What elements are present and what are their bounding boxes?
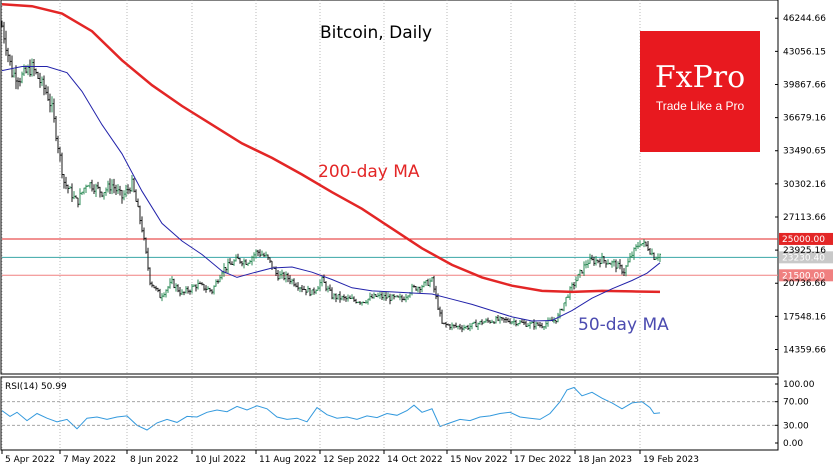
price-tick-label: 30302.16	[783, 180, 826, 190]
price-tick-label: 36679.16	[783, 114, 826, 124]
time-tick-label: 19 Feb 2023	[643, 455, 699, 465]
rsi-panel-frame	[0, 376, 779, 451]
price-tick-label: 20736.66	[783, 279, 826, 289]
price-tick-label: 27113.66	[783, 213, 826, 223]
level-tag-label: 21500.00	[782, 271, 825, 281]
logo-tagline: Trade Like a Pro	[655, 99, 745, 113]
ma50-line	[1, 66, 661, 322]
price-tick-label: 23925.16	[783, 246, 826, 256]
price-tick-label: 33490.65	[783, 147, 826, 157]
price-tick-label: 46244.66	[783, 14, 826, 24]
chart-title: Bitcoin, Daily	[320, 23, 432, 43]
rsi-label: RSI(14) 50.99	[5, 382, 67, 392]
level-tag-label: 25000.00	[782, 235, 825, 245]
price-tick-label: 17548.16	[783, 312, 826, 322]
time-tick-label: 18 Jan 2023	[578, 455, 632, 465]
time-tick-label: 8 Jun 2022	[130, 455, 178, 465]
rsi-tick-label: 30.00	[783, 421, 809, 431]
time-axis: 5 Apr 2022 7 May 2022 8 Jun 2022 10 Jul 202…	[1, 450, 699, 465]
rsi-tick-label: 70.00	[783, 398, 809, 408]
time-tick-label: 17 Dec 2022	[514, 455, 572, 465]
price-tick-label: 43056.15	[783, 47, 826, 57]
ma200-line	[1, 2, 661, 294]
level-tag	[779, 232, 833, 245]
price-tick-label: 39867.66	[783, 80, 826, 90]
rsi-axis: 100.00 70.00 30.00 0.00	[775, 380, 815, 449]
rsi-line	[1, 386, 661, 431]
time-tick-label: 12 Sep 2022	[323, 455, 380, 465]
ma200-annotation: 200-day MA	[318, 162, 420, 182]
time-tick-label: 15 Nov 2022	[450, 455, 508, 465]
logo-brand: FxPro	[654, 60, 746, 95]
main-panel-frame	[0, 0, 779, 375]
level-tag	[779, 269, 833, 282]
price-tick-label: 14359.66	[783, 345, 826, 355]
price-levels: 25000.00 21500.00 23230.40	[2, 232, 833, 282]
time-tick-label: 11 Aug 2022	[259, 455, 317, 465]
rsi-tick-label: 100.00	[783, 380, 815, 390]
time-tick-label: 7 May 2022	[63, 455, 116, 465]
price-axis: 46244.66 43056.15 39867.66 36679.16 33490.65…	[775, 14, 826, 355]
fxpro-logo: FxPro Trade Like a Pro	[640, 31, 760, 152]
time-tick-label: 5 Apr 2022	[5, 455, 55, 465]
grid	[1, 0, 641, 449]
ma50-annotation: 50-day MA	[578, 315, 669, 335]
current-price-label: 23230.40	[782, 253, 825, 263]
rsi-tick-label: 0.00	[783, 439, 803, 449]
rsi-indicator	[1, 386, 778, 431]
time-tick-label: 14 Oct 2022	[387, 455, 443, 465]
candles	[1, 20, 661, 333]
current-price-tag	[779, 251, 833, 264]
time-tick-label: 10 Jul 2022	[195, 455, 246, 465]
